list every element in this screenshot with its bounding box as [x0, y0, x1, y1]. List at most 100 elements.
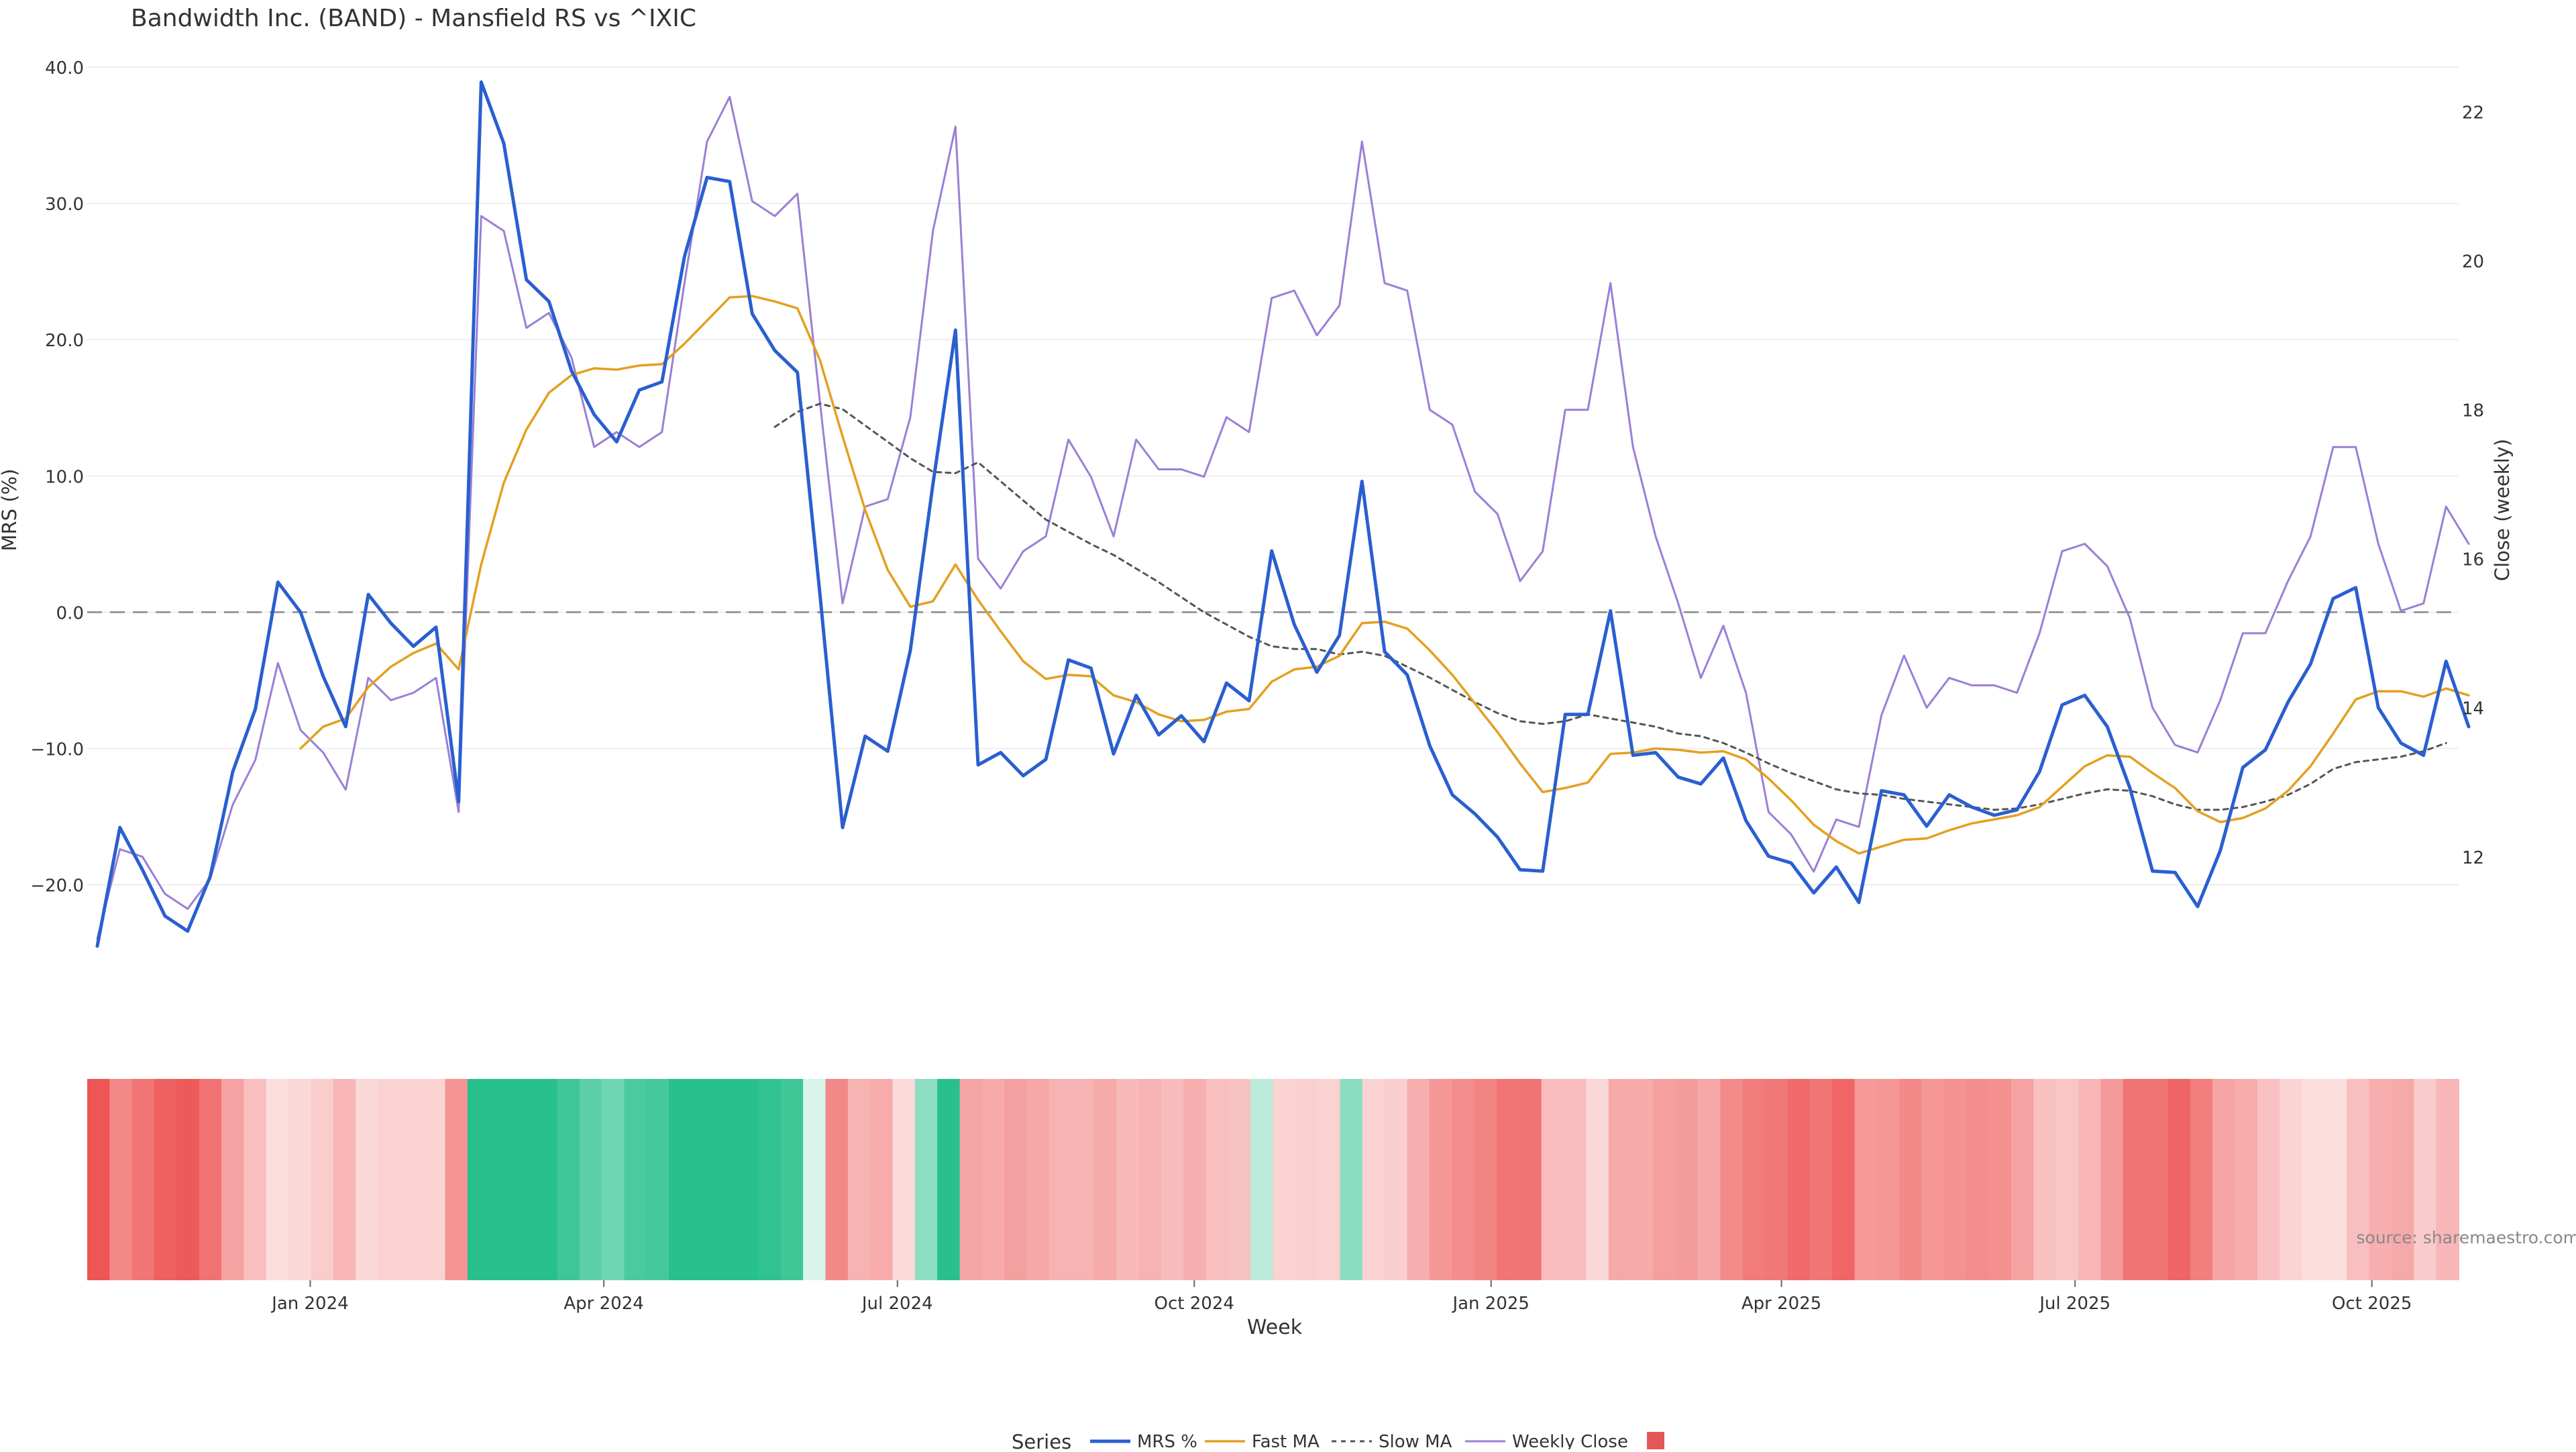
heatmap-cell: [691, 1079, 714, 1280]
series-line-mrs: [97, 82, 2469, 946]
heatmap-cell: [109, 1079, 132, 1280]
y-right-tick-label: 20: [2462, 252, 2484, 272]
heatmap-cell: [1205, 1079, 1228, 1280]
heatmap-cell: [1273, 1079, 1296, 1280]
heatmap-cell: [221, 1079, 244, 1280]
heatmap-cell: [1877, 1079, 1900, 1280]
heatmap-cell: [2436, 1079, 2459, 1280]
heatmap-cell: [1832, 1079, 1855, 1280]
series-layer: [97, 82, 2469, 946]
grid-layer: [87, 67, 2459, 885]
heatmap-cell: [624, 1079, 647, 1280]
heatmap-cell: [1966, 1079, 1989, 1280]
y-left-tick-label: 20.0: [45, 331, 84, 351]
heatmap-cell: [1430, 1079, 1452, 1280]
heatmap-cell: [826, 1079, 849, 1280]
x-tick-label: Jul 2025: [2038, 1294, 2110, 1314]
y-left-tick-label: 40.0: [45, 58, 84, 79]
heatmap-cell: [848, 1079, 871, 1280]
y-left-tick-label: 0.0: [56, 603, 84, 623]
heatmap-cell: [288, 1079, 311, 1280]
heatmap-cell: [333, 1079, 356, 1280]
heatmap-cell: [2167, 1079, 2190, 1280]
y-right-tick-label: 14: [2462, 699, 2484, 719]
heatmap-cell: [2190, 1079, 2213, 1280]
heatmap-cell: [132, 1079, 155, 1280]
heatmap-cell: [1116, 1079, 1139, 1280]
heatmap-cell: [266, 1079, 289, 1280]
heatmap-cell: [1676, 1079, 1699, 1280]
heatmap-cell: [1318, 1079, 1340, 1280]
y-axis-right-label: Close (weekly): [2491, 439, 2514, 581]
heatmap-cell: [1071, 1079, 1094, 1280]
heatmap-cell: [1027, 1079, 1050, 1280]
heatmap-cell: [2123, 1079, 2146, 1280]
x-axis-label: Week: [1247, 1316, 1303, 1339]
legend-swatch-heatmap: [1647, 1432, 1664, 1449]
heatmap-cell: [1161, 1079, 1184, 1280]
heatmap-cell: [647, 1079, 669, 1280]
x-tick-label: Jul 2024: [861, 1294, 933, 1314]
heatmap-cell: [1340, 1079, 1363, 1280]
y-left-tick-label: −20.0: [30, 876, 84, 896]
source-note: source: sharemaestro.com: [2357, 1228, 2576, 1247]
heatmap-cell: [176, 1079, 199, 1280]
heatmap-cell: [2033, 1079, 2056, 1280]
x-tick-label: Jan 2024: [270, 1294, 349, 1314]
heatmap-cell: [490, 1079, 513, 1280]
heatmap-cell: [2279, 1079, 2302, 1280]
heatmap-cell: [1765, 1079, 1788, 1280]
heatmap-cell: [1944, 1079, 1967, 1280]
heatmap-cell: [423, 1079, 445, 1280]
heatmap-cell: [2414, 1079, 2436, 1280]
heatmap-cell: [1228, 1079, 1251, 1280]
heatmap-cell: [2347, 1079, 2369, 1280]
heatmap-cell: [669, 1079, 692, 1280]
heatmap-cell: [1542, 1079, 1564, 1280]
legend-title: Series: [1012, 1431, 1071, 1449]
heatmap-cell: [244, 1079, 266, 1280]
x-tick-label: Oct 2025: [2332, 1294, 2412, 1314]
heatmap-cell: [2235, 1079, 2258, 1280]
legend-label-fast-ma: Fast MA: [1252, 1432, 1320, 1449]
heatmap-cell: [1810, 1079, 1833, 1280]
heatmap-cell: [960, 1079, 983, 1280]
heatmap-cell: [2302, 1079, 2325, 1280]
heatmap-cell: [87, 1079, 110, 1280]
heatmap-cell: [1407, 1079, 1430, 1280]
heatmap-cell: [736, 1079, 759, 1280]
heatmap-cell: [781, 1079, 804, 1280]
heatmap-cell: [2100, 1079, 2123, 1280]
heatmap-cell: [356, 1079, 378, 1280]
heatmap-cell: [1855, 1079, 1878, 1280]
heatmap-cell: [1653, 1079, 1676, 1280]
heatmap-cell: [1519, 1079, 1542, 1280]
heatmap-cell: [1250, 1079, 1273, 1280]
heatmap-cell: [2257, 1079, 2280, 1280]
heatmap-cell: [199, 1079, 222, 1280]
heatmap-strip: [87, 1079, 2459, 1280]
heatmap-cell: [445, 1079, 468, 1280]
y-right-tick-label: 22: [2462, 103, 2484, 123]
y-right-tick-label: 18: [2462, 401, 2484, 421]
heatmap-cell: [1698, 1079, 1721, 1280]
heatmap-cell: [2011, 1079, 2034, 1280]
chart-title: Bandwidth Inc. (BAND) - Mansfield RS vs …: [131, 5, 696, 32]
x-tick-label: Apr 2024: [564, 1294, 643, 1314]
heatmap-cell: [1385, 1079, 1407, 1280]
heatmap-cell: [535, 1079, 557, 1280]
y-left-tick-label: 10.0: [45, 467, 84, 487]
heatmap-cell: [870, 1079, 893, 1280]
legend-label-slow-ma: Slow MA: [1379, 1432, 1452, 1449]
heatmap-cell: [937, 1079, 960, 1280]
heatmap-cell: [1183, 1079, 1206, 1280]
heatmap-cell: [2056, 1079, 2079, 1280]
heatmap-cell: [1720, 1079, 1743, 1280]
heatmap-cell: [714, 1079, 737, 1280]
series-line-weekly-close: [97, 97, 2469, 939]
heatmap-cell: [1631, 1079, 1654, 1280]
heatmap-cell: [893, 1079, 916, 1280]
heatmap-cell: [1049, 1079, 1072, 1280]
heatmap-cell: [1362, 1079, 1385, 1280]
heatmap-cell: [915, 1079, 938, 1280]
